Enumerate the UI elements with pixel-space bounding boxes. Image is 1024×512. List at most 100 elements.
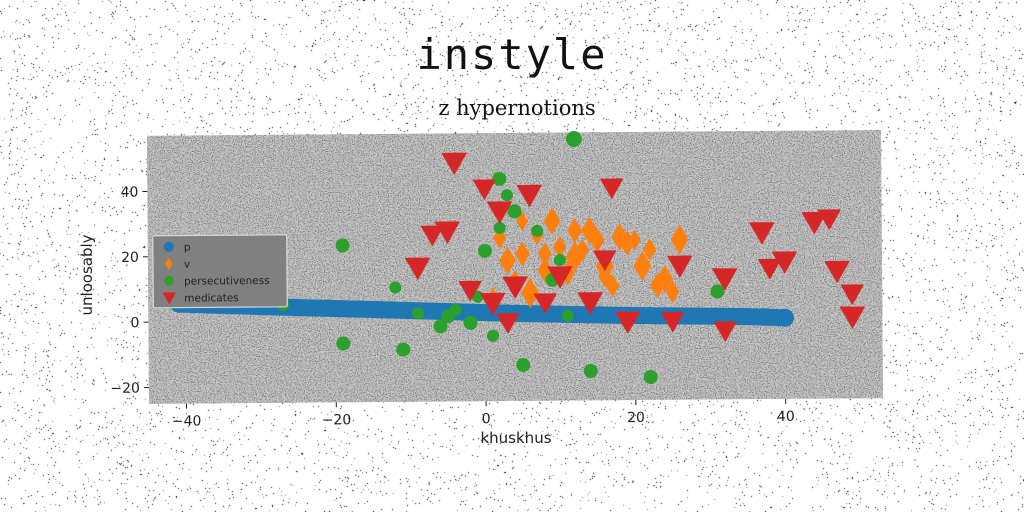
data-point [577, 292, 603, 315]
data-point [507, 204, 522, 219]
data-point [649, 272, 665, 298]
data-point [749, 222, 775, 245]
y-axis-label: unloosably [78, 234, 96, 315]
data-point [547, 266, 573, 289]
data-point [433, 319, 448, 334]
data-point [487, 201, 513, 224]
data-point [642, 238, 657, 261]
x-grid-line [333, 134, 337, 403]
legend-marker [164, 275, 175, 286]
data-point [499, 246, 516, 275]
data-point [420, 225, 444, 246]
data-point [593, 250, 617, 271]
data-point [405, 257, 431, 280]
data-point [758, 258, 782, 280]
data-point [322, 302, 335, 315]
data-point [516, 184, 542, 207]
x-axis-ticks: −40 −20 0 20 40 [172, 398, 795, 430]
data-point [633, 250, 652, 281]
data-point [694, 307, 711, 325]
figure-title: instyle [416, 30, 608, 79]
legend-marker [162, 292, 176, 304]
data-point [411, 307, 424, 320]
legend-entry: p [163, 241, 191, 254]
legend-label: medicates [184, 292, 239, 304]
data-point [665, 280, 680, 304]
data-point [643, 370, 658, 385]
data-point [772, 251, 798, 274]
x-grid-line [483, 133, 487, 402]
data-point [543, 207, 561, 235]
data-point [463, 315, 478, 330]
x-tick-label: −40 [172, 413, 202, 429]
legend: pv persecutiveness medicates [152, 234, 288, 309]
legend-marker [163, 241, 174, 252]
data-point [575, 238, 590, 262]
chart-title: z hypernotions [438, 96, 596, 120]
data-point [396, 342, 411, 357]
legend-box [152, 234, 288, 309]
data-point [336, 336, 351, 351]
data-point [458, 280, 482, 302]
data-point [493, 221, 506, 234]
data-point [615, 311, 641, 334]
data-point [776, 308, 795, 327]
data-point [628, 229, 641, 250]
x-axis-label: khuskhus [480, 429, 551, 447]
x-tick-label: 40 [777, 409, 795, 425]
data-point [449, 303, 462, 316]
plot-speckle [146, 130, 884, 404]
data-point [565, 241, 584, 272]
data-point [824, 260, 850, 283]
data-point [710, 284, 725, 299]
data-point [538, 242, 552, 265]
y-grid-line [147, 185, 882, 192]
data-point [472, 179, 496, 200]
legend-marker [165, 257, 173, 270]
data-point [480, 292, 506, 316]
data-point [389, 281, 402, 294]
data-point [502, 276, 528, 299]
data-point [667, 255, 693, 278]
data-point [533, 293, 557, 314]
data-point [492, 171, 507, 186]
data-point [619, 230, 635, 256]
data-point [471, 305, 485, 320]
x-tick-label: 0 [482, 411, 491, 427]
data-point [514, 241, 530, 267]
data-point [582, 307, 598, 323]
data-point [583, 363, 598, 378]
data-point [531, 224, 544, 237]
legend-entry: v [165, 257, 190, 271]
y-tick-label: −20 [110, 381, 140, 397]
data-point [521, 278, 540, 309]
data-point [441, 152, 467, 175]
legend-label: p [184, 242, 191, 254]
data-point [359, 303, 372, 316]
data-point [656, 265, 674, 293]
data-point [712, 268, 738, 291]
data-point [565, 131, 582, 148]
legend-entry: persecutiveness [164, 275, 270, 288]
data-point [477, 243, 492, 258]
y-grid-line [148, 381, 883, 389]
series-medicates [405, 152, 865, 342]
data-point [840, 284, 864, 305]
y-tick-label: 40 [121, 185, 139, 201]
data-point [500, 189, 513, 202]
y-tick-label: 20 [121, 250, 139, 266]
data-point [713, 321, 737, 342]
y-axis-ticks: −20 0 20 40 [110, 185, 149, 397]
data-point [496, 313, 520, 334]
data-point [545, 306, 561, 322]
data-point [561, 309, 574, 322]
data-point [753, 308, 772, 326]
data-point [589, 227, 605, 253]
data-point [487, 329, 500, 342]
data-point [801, 211, 827, 235]
data-point [553, 235, 567, 259]
legend-label: persecutiveness [184, 275, 270, 288]
data-point [335, 238, 350, 253]
x-tick-label: 20 [627, 410, 645, 426]
